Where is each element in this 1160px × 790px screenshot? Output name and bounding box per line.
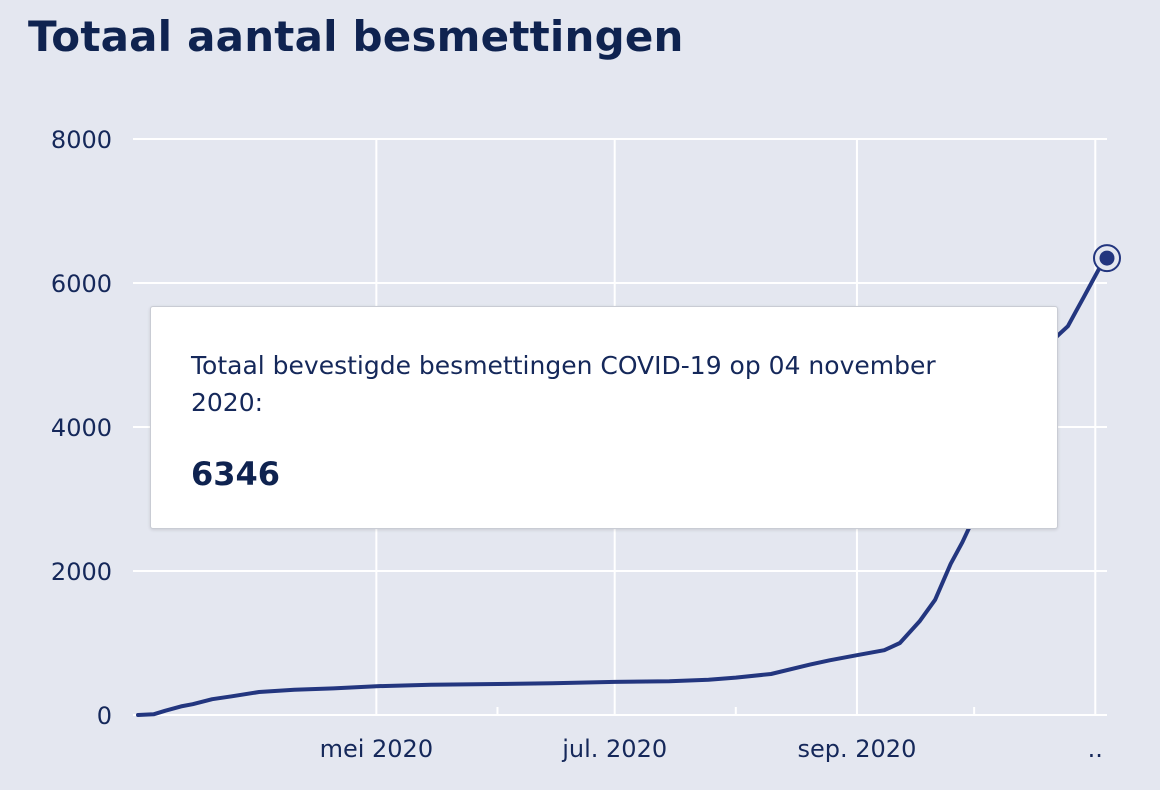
- x-tick-label: jul. 2020: [561, 735, 667, 763]
- y-tick-label: 8000: [51, 126, 112, 154]
- highlight-point: [1099, 250, 1115, 266]
- y-tick-label: 6000: [51, 270, 112, 298]
- y-tick-label: 2000: [51, 558, 112, 586]
- data-tooltip: Totaal bevestigde besmettingen COVID-19 …: [150, 306, 1058, 529]
- axes: 0 2000 4000 6000 8000 mei 2020 jul. 2020 sep. 2…: [51, 126, 1107, 763]
- x-tick-label: sep. 2020: [798, 735, 917, 763]
- y-tick-label: 0: [97, 702, 112, 730]
- tooltip-label: Totaal bevestigde besmettingen COVID-19 …: [191, 351, 936, 417]
- y-tick-label: 4000: [51, 414, 112, 442]
- tooltip-value: 6346: [191, 455, 281, 493]
- x-tick-label: mei 2020: [320, 735, 434, 763]
- chart-title: Totaal aantal besmettingen: [28, 12, 684, 61]
- x-tick-label: ..: [1088, 735, 1103, 763]
